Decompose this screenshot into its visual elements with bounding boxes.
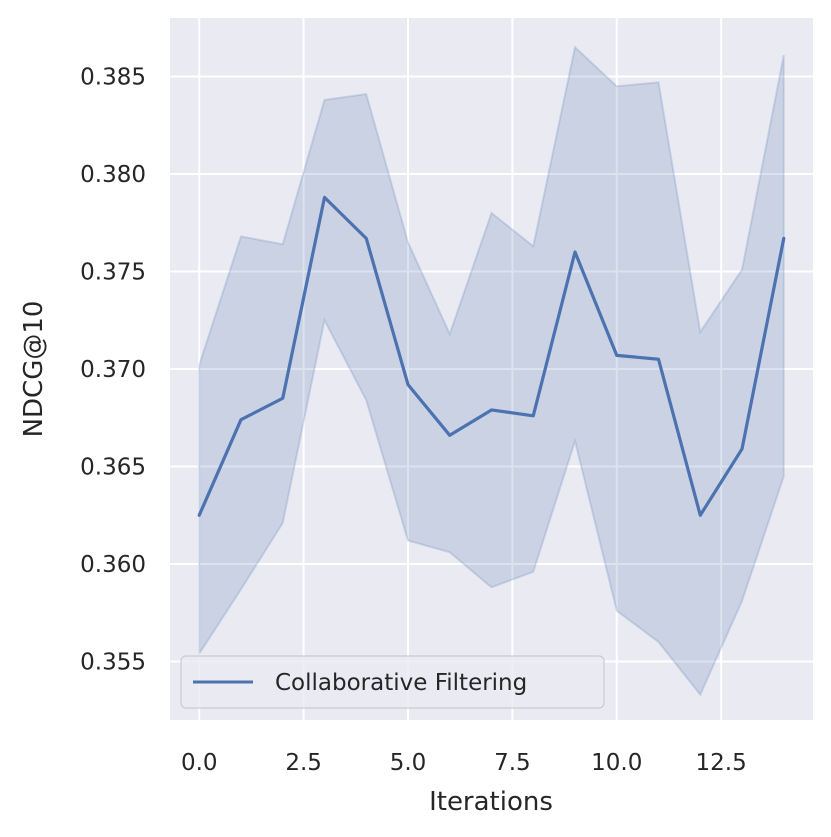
x-tick-labels: 0.0 2.5 5.0 7.5 10.0 12.5 xyxy=(181,750,747,776)
y-tick-label: 0.385 xyxy=(80,65,146,91)
x-tick-label: 5.0 xyxy=(390,750,427,776)
legend: Collaborative Filtering xyxy=(180,655,605,709)
y-tick-label: 0.375 xyxy=(80,260,146,286)
y-tick-label: 0.360 xyxy=(80,552,146,578)
x-axis-label: Iterations xyxy=(429,787,553,817)
legend-box xyxy=(180,655,605,709)
x-tick-label: 7.5 xyxy=(494,750,531,776)
series-lines xyxy=(197,195,786,517)
x-tick-label: 0.0 xyxy=(181,750,218,776)
y-axis-label: NDCG@10 xyxy=(19,301,49,438)
x-tick-label: 2.5 xyxy=(285,750,322,776)
y-tick-label: 0.355 xyxy=(80,650,146,676)
x-tick-label: 10.0 xyxy=(591,750,642,776)
confidence-bands xyxy=(198,45,785,697)
y-tick-label: 0.380 xyxy=(80,162,146,188)
y-tick-label: 0.365 xyxy=(80,455,146,481)
x-tick-label: 12.5 xyxy=(696,750,747,776)
series-line xyxy=(197,195,786,517)
y-tick-labels: 0.355 0.360 0.365 0.370 0.375 0.380 0.385 xyxy=(80,65,146,676)
y-tick-label: 0.370 xyxy=(80,357,146,383)
confidence-band xyxy=(198,45,785,697)
y-grid xyxy=(170,75,813,663)
legend-label: Collaborative Filtering xyxy=(275,670,527,696)
